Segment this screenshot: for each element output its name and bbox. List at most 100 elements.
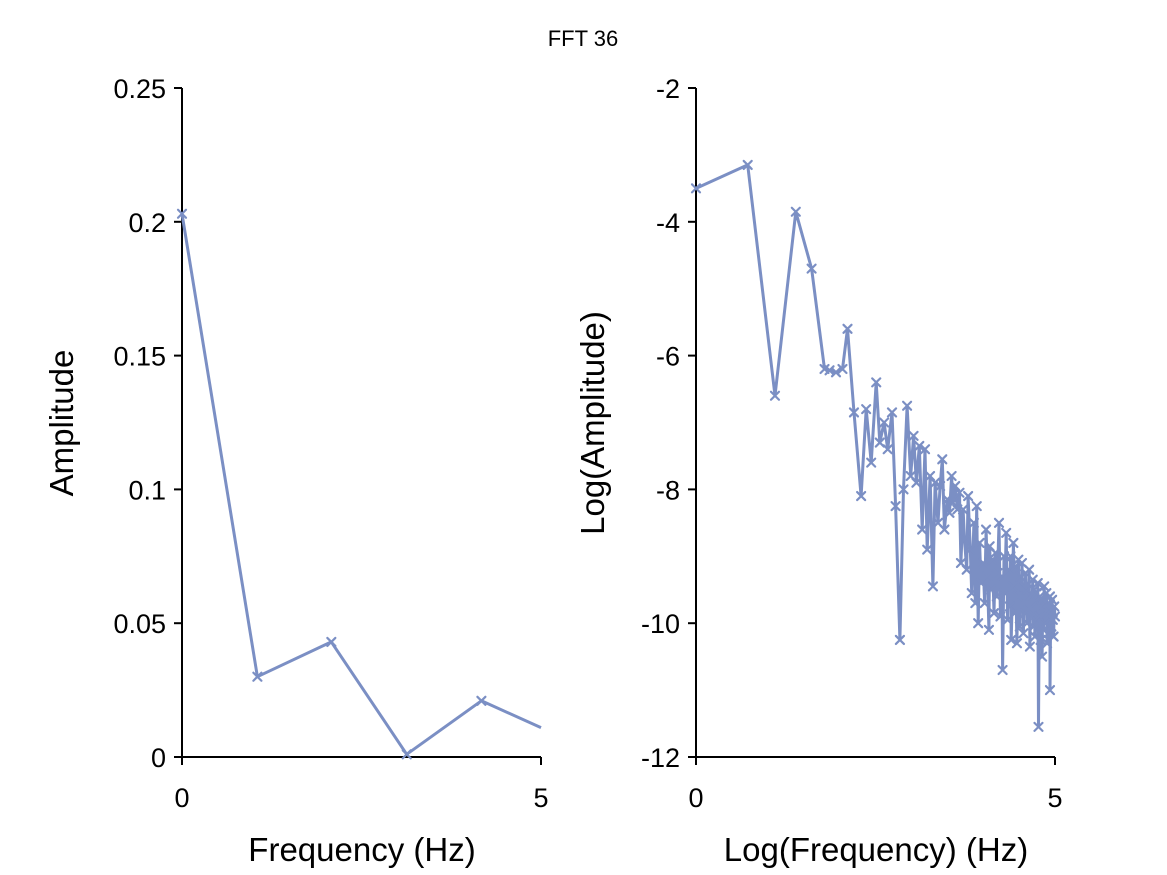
- data-point-marker: [401, 749, 412, 760]
- marker-stroke: [1024, 641, 1035, 652]
- data-point-marker: [856, 490, 867, 502]
- data-point-marker: [176, 208, 188, 219]
- y-tick-label: -4: [656, 208, 680, 238]
- x-tick-label: 0: [174, 783, 189, 813]
- data-point-marker: [1030, 598, 1041, 609]
- marker-stroke: [1024, 564, 1035, 575]
- data-point-marker: [848, 407, 860, 418]
- data-point-marker: [957, 504, 969, 515]
- data-point-marker: [922, 544, 933, 555]
- marker-stroke: [769, 390, 781, 401]
- marker-stroke: [993, 517, 1005, 528]
- data-point-marker: [1021, 618, 1033, 629]
- data-point-marker: [997, 664, 1008, 676]
- data-point-marker: [894, 634, 906, 646]
- marker-stroke: [911, 477, 922, 488]
- marker-stroke: [1025, 591, 1036, 602]
- marker-stroke: [879, 417, 890, 428]
- y-tick-label: -10: [641, 609, 680, 639]
- marker-stroke: [968, 517, 979, 528]
- data-point-marker: [978, 557, 989, 569]
- data-point-marker: [1007, 581, 1018, 592]
- marker-stroke: [1046, 621, 1057, 632]
- data-point-marker: [954, 487, 965, 498]
- marker-stroke: [980, 524, 992, 535]
- marker-stroke: [1049, 611, 1061, 622]
- marker-stroke: [929, 477, 941, 488]
- data-point-marker: [983, 624, 995, 635]
- marker-stroke: [961, 564, 972, 575]
- data-point-marker: [882, 444, 893, 455]
- marker-stroke: [974, 537, 985, 549]
- marker-stroke: [1033, 721, 1044, 732]
- data-point-marker: [901, 400, 913, 411]
- data-point-marker: [988, 608, 1000, 619]
- data-point-marker: [980, 524, 992, 535]
- data-point-marker: [1024, 564, 1035, 575]
- marker-stroke: [914, 440, 925, 452]
- marker-stroke: [1018, 628, 1029, 639]
- data-point-marker: [971, 501, 982, 512]
- marker-stroke: [742, 159, 753, 171]
- data-point-marker: [890, 501, 901, 512]
- marker-stroke: [1040, 618, 1051, 629]
- marker-stroke: [946, 470, 957, 482]
- y-tick-label: -12: [641, 743, 680, 773]
- marker-stroke: [942, 494, 953, 505]
- marker-stroke: [947, 497, 959, 508]
- data-point-marker: [914, 440, 925, 452]
- marker-stroke: [999, 587, 1010, 599]
- data-point-marker: [806, 263, 817, 274]
- marker-stroke: [866, 457, 877, 468]
- marker-stroke: [401, 749, 412, 760]
- marker-stroke: [1015, 571, 1026, 582]
- data-point-marker: [995, 611, 1006, 622]
- log-spectrum-chart: Log(Frequency) (Hz) Log(Amplitude) -12 -1…: [574, 74, 1063, 868]
- marker-stroke: [979, 598, 990, 609]
- marker-stroke: [990, 547, 1001, 559]
- data-point-marker: [929, 477, 941, 488]
- data-point-marker: [742, 159, 753, 171]
- marker-stroke: [944, 507, 955, 518]
- marker-stroke: [908, 430, 919, 441]
- marker-stroke: [932, 517, 944, 528]
- marker-stroke: [963, 490, 974, 502]
- x-tick-label: 0: [688, 783, 703, 813]
- data-point-marker: [690, 183, 702, 194]
- linear-spectrum-chart: Frequency (Hz) Amplitude 0 0.05 0.1 0.15 0.2…: [43, 74, 549, 868]
- marker-stroke: [882, 444, 893, 455]
- marker-stroke: [842, 323, 853, 334]
- marker-stroke: [326, 636, 337, 648]
- data-point-marker: [1018, 628, 1029, 639]
- marker-stroke: [973, 618, 984, 629]
- data-point-marker: [966, 587, 977, 599]
- marker-stroke: [1016, 557, 1028, 569]
- marker-stroke: [1011, 638, 1023, 649]
- data-point-marker: [963, 490, 974, 502]
- marker-stroke: [819, 363, 830, 375]
- x-axis-label: Frequency (Hz): [248, 831, 475, 868]
- data-point-marker: [947, 497, 959, 508]
- marker-stroke: [959, 534, 970, 545]
- data-point-marker: [917, 524, 928, 535]
- data-point-marker: [1049, 601, 1060, 612]
- marker-stroke: [806, 263, 817, 274]
- data-point-marker: [1040, 618, 1051, 629]
- data-point-marker: [991, 591, 1002, 602]
- marker-stroke: [1030, 598, 1041, 609]
- data-point-marker: [1032, 577, 1043, 589]
- marker-stroke: [790, 206, 801, 217]
- data-point-marker: [1006, 634, 1017, 646]
- data-point-marker: [919, 444, 931, 455]
- marker-stroke: [922, 544, 933, 555]
- marker-stroke: [984, 541, 995, 552]
- data-point-marker: [942, 494, 953, 505]
- marker-stroke: [1027, 574, 1038, 585]
- marker-stroke: [939, 524, 950, 535]
- marker-stroke: [830, 367, 842, 378]
- data-point-marker: [982, 571, 993, 582]
- y-tick-label: 0.25: [113, 74, 166, 104]
- data-point-marker: [790, 206, 801, 217]
- data-point-marker: [1005, 551, 1016, 562]
- marker-stroke: [957, 504, 969, 515]
